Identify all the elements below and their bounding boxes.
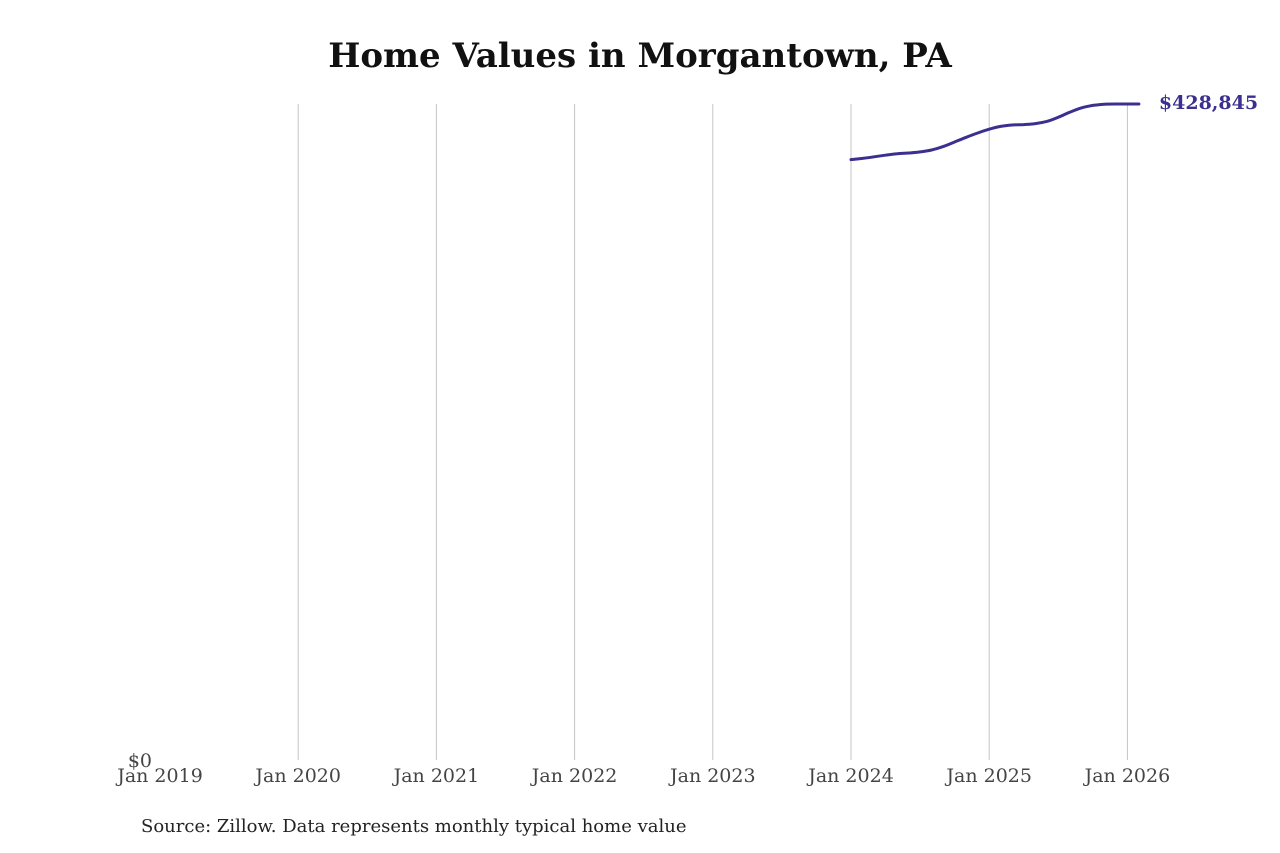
x-axis-ticks: Jan 2019 Jan 2020 Jan 2021 Jan 2022 Jan 2023… [115, 765, 1170, 787]
end-value-label: $428,845 [1159, 92, 1258, 114]
x-tick-label: Jan 2020 [253, 765, 341, 787]
chart-title: Home Values in Morgantown, PA [328, 36, 952, 76]
gridlines [297, 104, 1128, 760]
x-tick-label: Jan 2021 [392, 765, 480, 787]
y-tick-label: $0 [128, 750, 152, 772]
x-tick-label: Jan 2023 [668, 765, 756, 787]
series-layer: $428,845 [849, 92, 1258, 162]
source-note: Source: Zillow. Data represents monthly … [141, 816, 687, 837]
x-tick-label: Jan 2025 [944, 765, 1032, 787]
x-tick-label: Jan 2022 [530, 765, 618, 787]
y-axis-ticks: $0 [128, 750, 152, 772]
series-line [849, 102, 1141, 162]
x-tick-label: Jan 2024 [806, 765, 894, 787]
x-tick-label: Jan 2019 [115, 765, 203, 787]
x-tick-label: Jan 2026 [1083, 765, 1171, 787]
